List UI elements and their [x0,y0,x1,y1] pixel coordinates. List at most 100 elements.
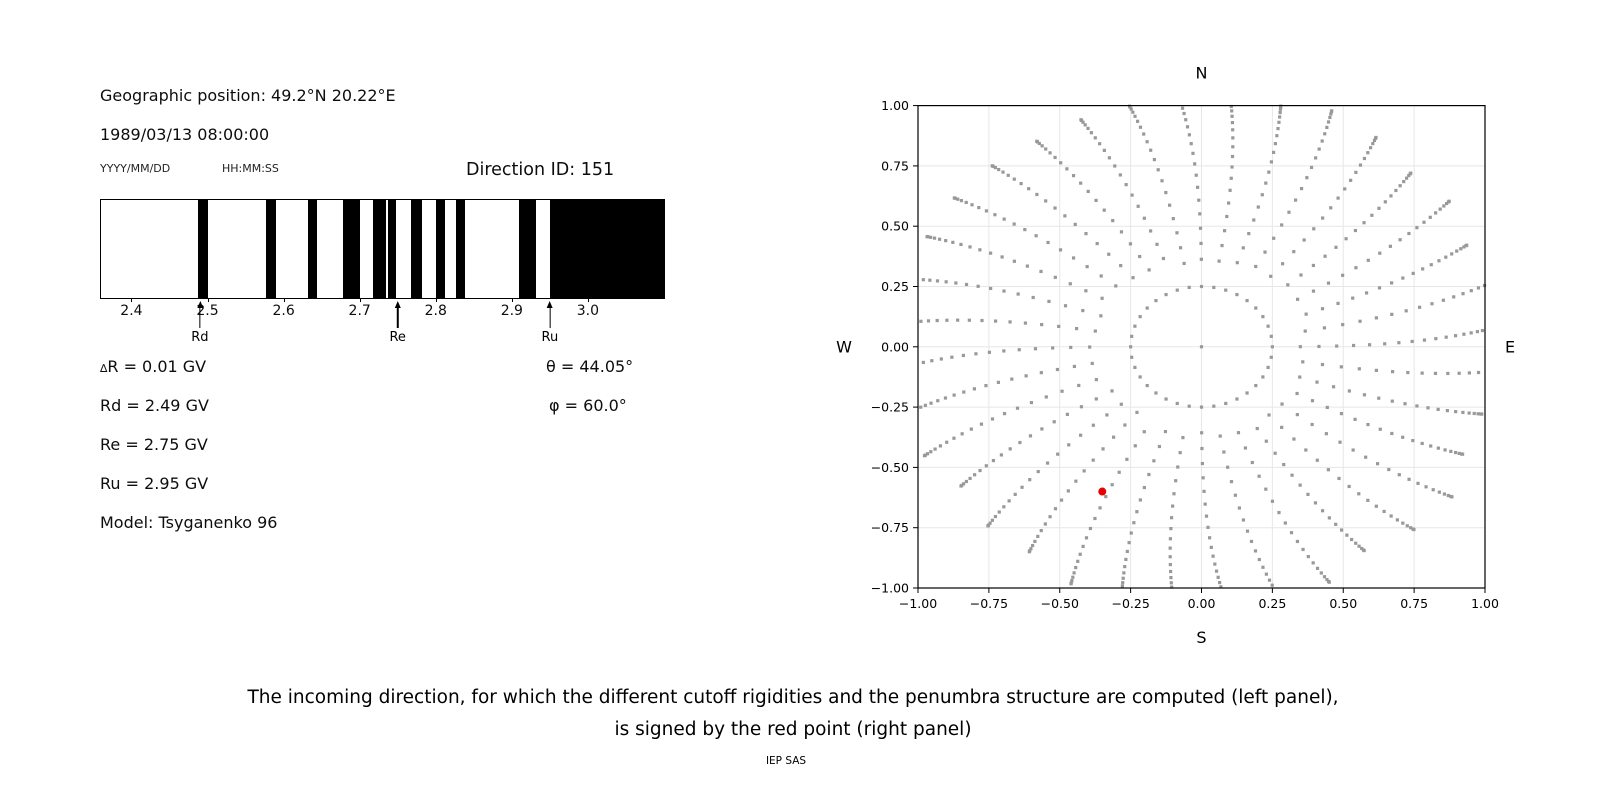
direction-dot [1235,261,1239,265]
direction-dot [1200,461,1205,466]
direction-dot [1271,150,1276,154]
penumbra-forbidden-band [342,200,360,298]
direction-dot [1406,370,1410,375]
direction-dot [1227,201,1231,205]
direction-dot [1320,307,1325,311]
direction-dot [1377,286,1382,290]
direction-dot [1016,292,1020,296]
direction-dot [984,209,989,213]
direction-dot [1182,111,1186,116]
direction-dot [1445,201,1449,206]
direction-dot [1119,230,1124,234]
direction-dot [1053,507,1058,511]
direction-dot [1133,444,1137,448]
direction-dot [1077,383,1081,388]
direction-dot [997,167,1001,172]
direction-dot [1020,485,1024,489]
direction-dot [959,484,963,488]
direction-dot [1169,516,1174,520]
penumbra-tick [435,298,437,302]
direction-dot [1321,216,1325,220]
direction-dot [1185,125,1190,129]
penumbra-forbidden-band [456,200,465,298]
direction-dot [1093,516,1097,521]
direction-dot [1035,192,1039,197]
direction-dot [1133,365,1137,370]
direction-dot [1023,321,1028,325]
direction-dot [1193,162,1197,166]
direction-dot [1253,549,1258,553]
direction-dot [1121,581,1125,585]
direction-dot [1127,541,1131,545]
direction-dot [1476,370,1481,375]
direction-dot [989,251,993,255]
direction-dot [1267,413,1271,417]
direction-dot [1264,572,1268,576]
direction-dot [1312,227,1316,231]
direction-dot [1170,585,1174,589]
direction-dot [1465,243,1469,247]
direction-dot [1331,385,1336,389]
direction-dot [1390,312,1394,316]
direction-dot [1254,264,1258,269]
direction-dot [928,278,932,282]
direction-dot [1230,165,1234,169]
direction-dot [1442,492,1447,496]
direction-dot [1250,460,1254,465]
direction-dot [1168,203,1172,207]
direction-dot [936,399,940,403]
direction-dot [1224,401,1228,406]
direction-dot [1276,126,1280,131]
direction-dot [1149,148,1153,152]
direction-dot [1317,147,1321,151]
direction-dot [1088,526,1093,531]
direction-dot [1074,479,1078,483]
direction-dot [1377,206,1381,210]
direction-dot [1295,539,1300,544]
direction-dot [1133,114,1137,118]
direction-dot [1329,112,1333,116]
direction-dot [1267,578,1272,582]
direction-dot [1257,474,1261,478]
direction-dot [1460,452,1465,456]
direction-dot [1104,494,1108,499]
datetime-text: 1989/03/13 08:00:00 [100,125,270,144]
direction-dot [1040,322,1044,327]
direction-dot [1411,271,1415,275]
direction-dot [1019,182,1023,186]
direction-dot [977,205,981,210]
direction-dot [1013,492,1017,496]
direction-dot [1429,263,1433,267]
direction-dot [1252,218,1256,222]
direction-dot [1351,343,1356,348]
direction-dot [1263,250,1267,254]
direction-dot [1401,521,1405,525]
direction-dot [1197,198,1201,202]
direction-dot [1045,461,1050,465]
direction-dot [1036,534,1040,539]
compass-west-label: W [836,337,852,356]
direction-dot [1099,274,1103,278]
direction-dot [1360,546,1364,551]
direction-dot [1111,435,1116,439]
direction-dot [1334,245,1338,249]
direction-dot [944,280,948,284]
direction-dot [1002,412,1007,416]
direction-dot [1354,266,1358,270]
direction-dot [1171,217,1175,221]
penumbra-tick-label: 3.0 [576,303,600,319]
direction-dot [1066,489,1070,493]
direction-dot [1198,226,1203,230]
date-format-label: YYYY/MM/DD [100,162,171,175]
direction-dot [1110,389,1114,393]
direction-dot [1298,483,1302,487]
penumbra-marker-label: Ru [541,330,559,345]
direction-dot [1222,450,1226,454]
direction-dot [1349,178,1353,182]
direction-dot [1461,410,1465,415]
direction-dot [925,452,930,456]
direction-dot [1142,132,1146,136]
direction-dot [1024,374,1028,378]
direction-dot [964,282,969,287]
penumbra-forbidden-band [519,200,537,298]
